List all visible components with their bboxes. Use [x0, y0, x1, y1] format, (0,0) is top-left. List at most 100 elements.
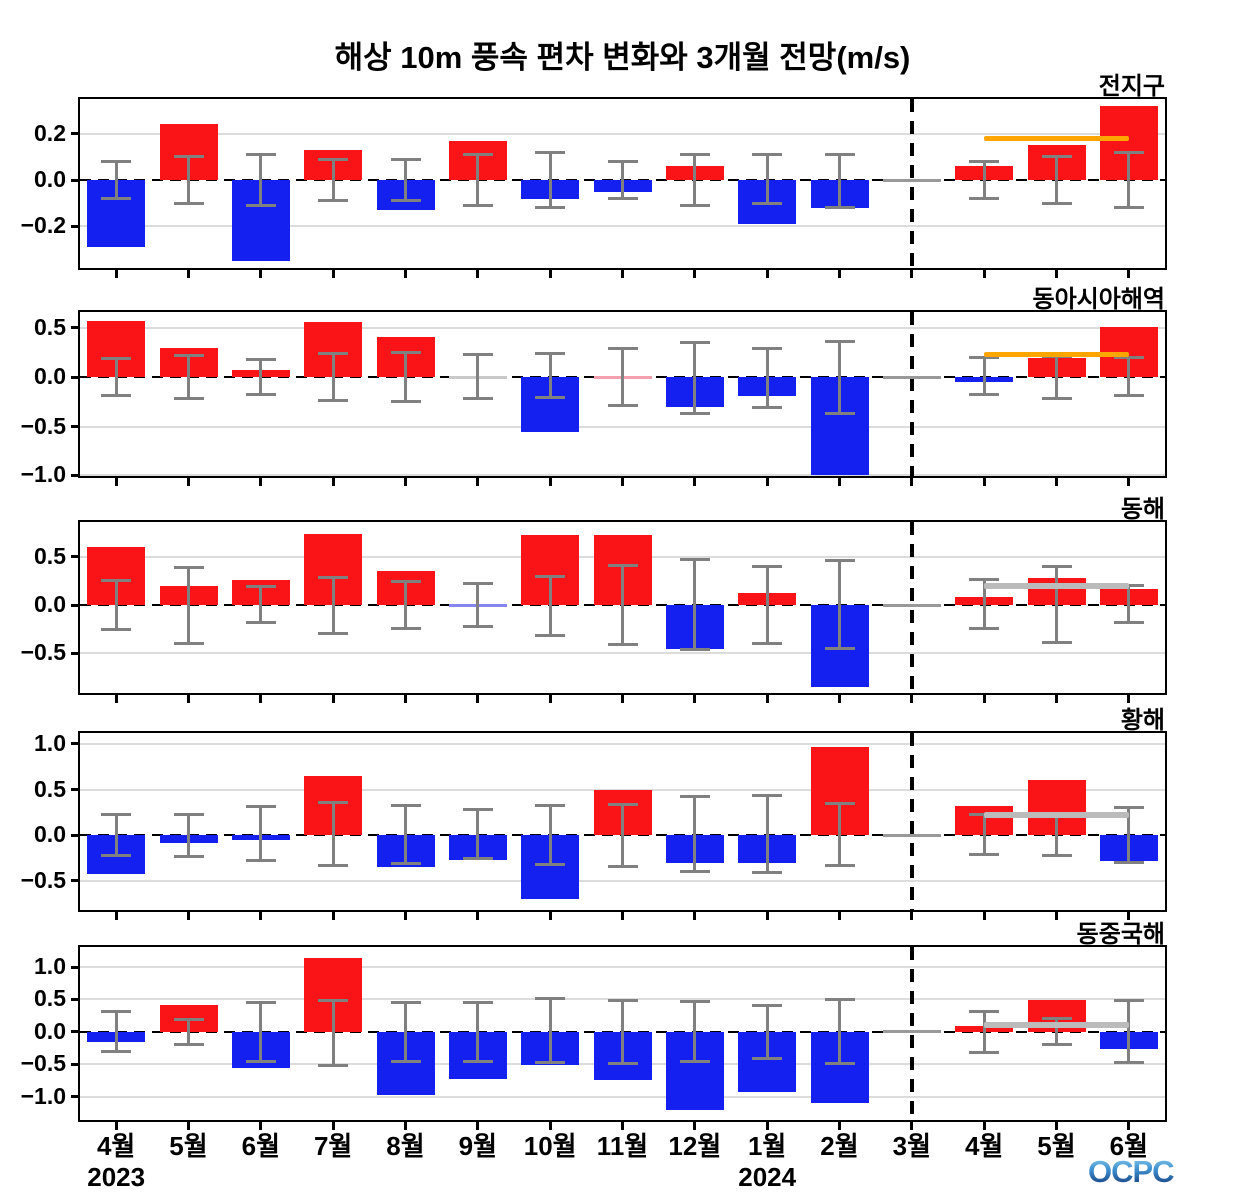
error-bar-cap	[173, 353, 204, 357]
error-bar	[621, 804, 624, 867]
x-tick-mark	[548, 1122, 552, 1130]
x-tick-mark	[404, 695, 407, 703]
error-bar-cap	[462, 582, 493, 586]
x-tick-mark	[114, 270, 118, 278]
error-bar-cap	[1113, 806, 1144, 810]
error-bar-cap	[1113, 355, 1144, 359]
error-bar-cap	[1113, 150, 1144, 154]
error-bar-cap	[1041, 155, 1072, 159]
x-tick-label: 11월	[596, 1131, 649, 1161]
gridline	[80, 742, 1165, 745]
error-bar-cap	[390, 199, 421, 203]
error-bar-cap	[101, 1010, 132, 1014]
x-tick-mark	[838, 912, 841, 920]
y-tick-label: −1.0	[20, 1082, 66, 1109]
x-tick-mark	[693, 695, 697, 703]
error-bar	[982, 1011, 986, 1053]
error-bar	[187, 567, 190, 644]
y-tick-label: −0.2	[20, 212, 66, 239]
error-bar	[765, 348, 769, 408]
error-bar-cap	[535, 206, 566, 210]
error-bar	[1127, 585, 1131, 623]
error-bar-cap	[318, 800, 349, 804]
error-bar-cap	[535, 997, 566, 1001]
error-bar-cap	[607, 1062, 638, 1066]
error-bar-cap	[390, 400, 421, 404]
x-tick-mark	[259, 478, 263, 486]
x-tick-mark	[838, 270, 841, 278]
panel-label-yellow-sea: 황해	[1120, 707, 1165, 734]
gridline	[80, 879, 1165, 882]
y-tick-label: 0.2	[34, 119, 66, 146]
error-bar	[548, 998, 552, 1063]
error-bar-cap	[969, 1010, 1000, 1014]
error-bar-cap	[679, 412, 710, 416]
error-bar-cap	[318, 999, 349, 1003]
x-tick-mark	[331, 695, 335, 703]
error-bar-cap	[752, 153, 783, 157]
x-tick-mark	[331, 1122, 335, 1130]
y-tick-mark	[71, 965, 79, 969]
x-tick-mark	[114, 478, 118, 486]
x-tick-mark	[187, 695, 190, 703]
error-bar-cap	[752, 642, 783, 646]
error-bar-cap	[679, 870, 710, 874]
error-bar-cap	[824, 863, 855, 867]
x-tick-mark	[548, 270, 552, 278]
error-bar-cap	[318, 863, 349, 867]
error-bar-cap	[679, 341, 710, 345]
error-bar	[1055, 1018, 1058, 1045]
error-bar-cap	[1113, 861, 1144, 865]
y-tick-mark	[71, 788, 79, 792]
error-bar-cap	[607, 160, 638, 163]
y-tick-label: 0.0	[34, 363, 66, 390]
error-bar-cap	[173, 565, 204, 569]
x-tick-mark	[621, 912, 624, 920]
x-tick-label: 5월	[1037, 1131, 1076, 1161]
error-bar-cap	[1113, 584, 1144, 588]
error-bar-cap	[173, 854, 204, 858]
error-bar	[1127, 152, 1131, 208]
x-tick-label: 6월	[1109, 1131, 1149, 1161]
error-bar-cap	[607, 563, 638, 567]
x-tick-label: 1월	[747, 1131, 787, 1161]
error-bar-cap	[390, 157, 421, 161]
gridline	[80, 225, 1165, 228]
error-bar	[838, 560, 841, 649]
y-tick-mark	[71, 1062, 79, 1066]
x-tick-mark	[476, 695, 480, 703]
x-tick-mark	[259, 912, 263, 920]
error-bar-cap	[173, 201, 204, 205]
y-tick-mark	[71, 178, 79, 182]
error-bar	[404, 352, 407, 402]
y-tick-mark	[71, 833, 79, 837]
x-tick-mark	[404, 270, 407, 278]
error-bar-cap	[173, 155, 204, 159]
x-tick-mark	[114, 1122, 118, 1130]
ocpc-logo-text: OCPC	[1088, 1154, 1174, 1189]
error-bar	[331, 577, 335, 634]
x-tick-mark	[1127, 695, 1131, 703]
error-bar	[838, 803, 841, 866]
error-bar-cap	[462, 397, 493, 401]
forecast-mean-line	[984, 135, 1129, 141]
y-tick-mark	[71, 997, 79, 1001]
error-bar-cap	[535, 574, 566, 578]
error-bar	[765, 566, 769, 644]
error-bar-cap	[752, 406, 783, 410]
x-tick-mark	[765, 1122, 769, 1130]
error-bar	[476, 154, 480, 206]
x-tick-label: 10월	[523, 1131, 577, 1161]
panel-east-sea	[78, 520, 1167, 695]
error-bar-cap	[1113, 394, 1144, 398]
x-tick-mark	[693, 270, 697, 278]
x-tick-mark	[1055, 270, 1058, 278]
error-bar	[114, 358, 118, 396]
x-tick-mark	[910, 270, 914, 278]
error-bar-cap	[752, 564, 783, 568]
error-bar-cap	[245, 805, 276, 809]
error-bar-cap	[462, 153, 493, 157]
x-tick-mark	[910, 478, 914, 486]
error-bar	[259, 1002, 263, 1062]
error-bar-cap	[245, 357, 276, 361]
